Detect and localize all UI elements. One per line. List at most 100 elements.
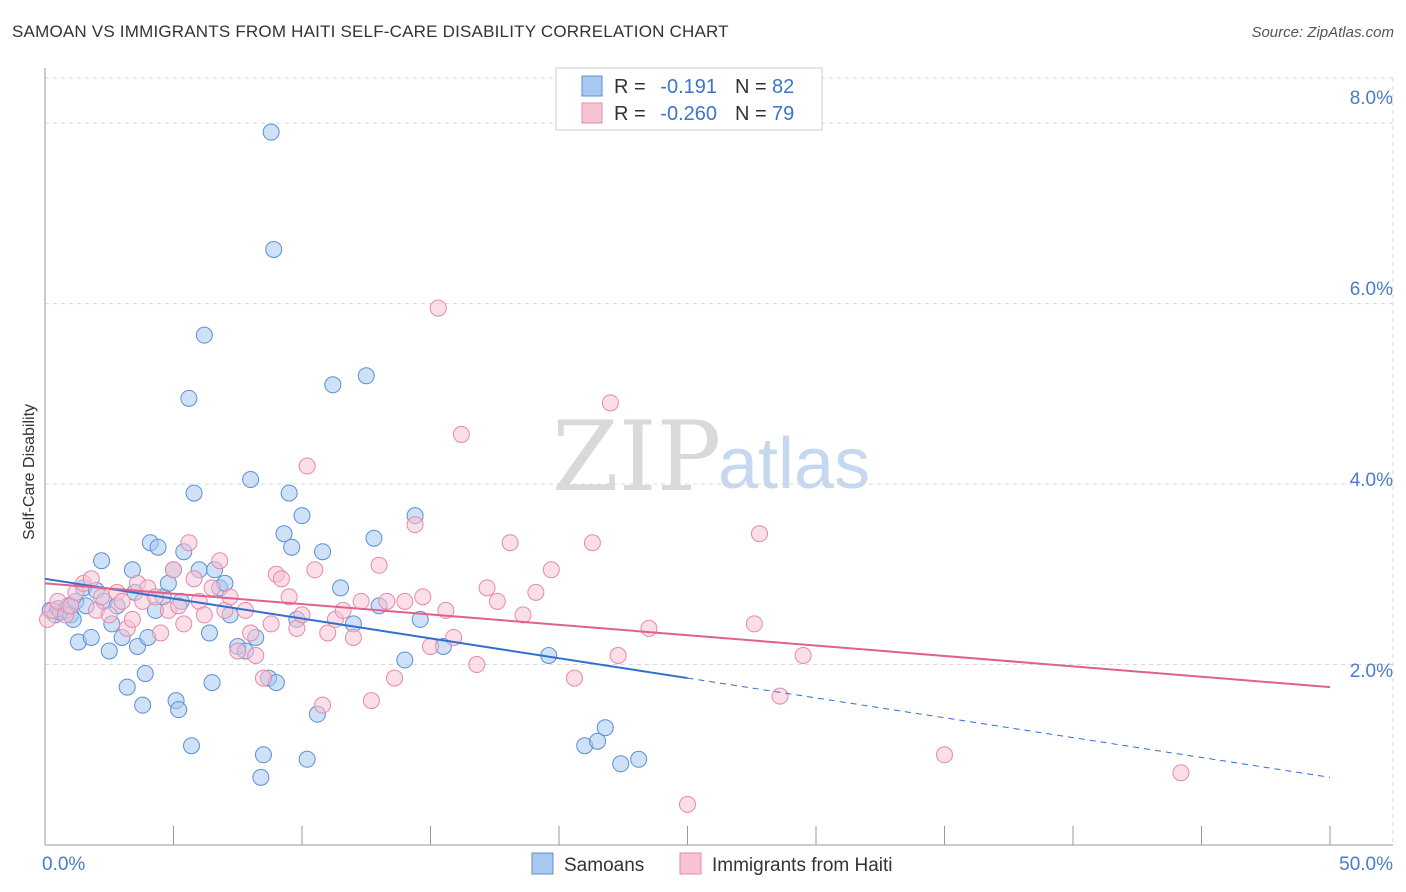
legend-n-label-2: N = — [735, 103, 767, 125]
point-samoans — [93, 552, 111, 570]
point-haiti — [396, 592, 414, 610]
point-haiti — [185, 570, 203, 588]
point-samoans — [589, 732, 607, 750]
point-samoans — [149, 538, 167, 556]
legend-n-value-2: 79 — [772, 103, 794, 125]
source-label: Source: ZipAtlas.com — [1251, 24, 1394, 41]
point-samoans — [293, 507, 311, 525]
point-haiti — [170, 597, 188, 615]
point-samoans — [82, 628, 100, 646]
point-samoans — [314, 543, 332, 561]
watermark-zip: ZIP — [552, 401, 721, 513]
point-haiti — [414, 588, 432, 606]
point-haiti — [370, 556, 388, 574]
point-haiti — [319, 624, 337, 642]
point-haiti — [565, 669, 583, 687]
bottom-legend-swatch-samoans — [531, 852, 554, 875]
point-haiti — [247, 647, 265, 665]
point-haiti — [211, 552, 229, 570]
legend-n-value-1: 82 — [772, 76, 794, 98]
point-samoans — [630, 750, 648, 768]
point-haiti — [93, 588, 111, 606]
point-samoans — [283, 538, 301, 556]
point-samoans — [280, 484, 298, 502]
point-haiti — [609, 647, 627, 665]
point-haiti — [152, 624, 170, 642]
point-haiti — [501, 534, 519, 552]
point-haiti — [314, 696, 332, 714]
point-haiti — [293, 606, 311, 624]
point-samoans — [170, 701, 188, 719]
point-samoans — [357, 367, 375, 385]
stats-legend: R = -0.191 N = 82 R = -0.260 N = 79 — [555, 67, 823, 131]
point-haiti — [344, 628, 362, 646]
point-haiti — [750, 525, 768, 543]
trend-lines — [44, 577, 1331, 778]
point-haiti — [745, 615, 763, 633]
point-haiti — [180, 534, 198, 552]
series-legend: Samoans Immigrants from Haiti — [531, 852, 893, 876]
point-samoans — [252, 768, 270, 786]
point-samoans — [134, 696, 152, 714]
point-haiti — [334, 601, 352, 619]
watermark-atlas: atlas — [718, 424, 870, 504]
point-samoans — [100, 642, 118, 660]
point-samoans — [118, 678, 136, 696]
x-tick-label-max: 50.0% — [1339, 854, 1393, 875]
point-haiti — [262, 615, 280, 633]
point-samoans — [265, 240, 283, 258]
legend-r-label-2: R = — [614, 103, 646, 125]
bottom-legend-label-haiti: Immigrants from Haiti — [712, 855, 893, 876]
point-samoans — [298, 750, 316, 768]
point-haiti — [254, 669, 272, 687]
point-haiti — [242, 624, 260, 642]
point-haiti — [452, 425, 470, 443]
legend-swatch-samoans — [581, 75, 603, 97]
chart-title: SAMOAN VS IMMIGRANTS FROM HAITI SELF-CAR… — [12, 22, 729, 41]
point-haiti — [378, 592, 396, 610]
point-samoans — [185, 484, 203, 502]
point-haiti — [113, 592, 131, 610]
bottom-legend-swatch-haiti — [679, 852, 702, 875]
point-samoans — [324, 376, 342, 394]
point-samoans — [242, 471, 260, 489]
point-haiti — [583, 534, 601, 552]
point-haiti — [298, 457, 316, 475]
point-haiti — [352, 592, 370, 610]
y-axis-label: Self-Care Disability — [21, 404, 38, 540]
point-haiti — [422, 637, 439, 655]
axes — [44, 68, 1393, 846]
point-samoans — [596, 719, 614, 737]
trend-line-samoans — [44, 577, 688, 680]
y-tick-label-2: 2.0% — [1350, 661, 1393, 682]
point-samoans — [275, 525, 293, 543]
point-samoans — [411, 610, 429, 628]
point-haiti — [527, 583, 545, 601]
point-haiti — [429, 299, 447, 317]
legend-r-label-1: R = — [614, 76, 646, 98]
point-haiti — [280, 588, 298, 606]
point-haiti — [936, 746, 953, 764]
x-tick-label-min: 0.0% — [42, 854, 85, 875]
point-haiti — [542, 561, 560, 579]
point-haiti — [123, 610, 141, 628]
point-haiti — [386, 669, 404, 687]
trend-line-haiti — [44, 582, 1331, 689]
point-haiti — [406, 516, 424, 534]
point-haiti — [175, 615, 193, 633]
point-samoans — [136, 665, 154, 683]
point-haiti — [794, 647, 812, 665]
legend-n-label-1: N = — [735, 76, 767, 98]
point-samoans — [180, 389, 198, 407]
point-haiti — [165, 561, 182, 579]
point-samoans — [612, 755, 630, 773]
legend-swatch-haiti — [581, 102, 603, 124]
point-haiti — [468, 656, 486, 674]
point-haiti — [362, 692, 380, 710]
y-tick-label-4: 4.0% — [1350, 470, 1393, 491]
point-samoans — [332, 579, 350, 597]
point-haiti — [306, 561, 324, 579]
point-haiti — [601, 394, 619, 412]
point-haiti — [478, 579, 496, 597]
